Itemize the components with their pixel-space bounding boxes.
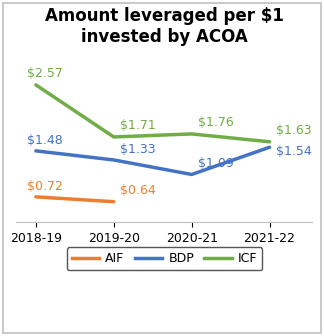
Text: $1.71: $1.71 [120,119,156,132]
Text: $0.64: $0.64 [120,184,156,198]
Text: $1.63: $1.63 [276,124,311,137]
Text: $1.48: $1.48 [27,134,62,146]
Text: $0.72: $0.72 [27,180,63,193]
Text: $1.09: $1.09 [198,157,234,170]
Text: $2.57: $2.57 [27,67,63,80]
Title: Amount leveraged per $1
invested by ACOA: Amount leveraged per $1 invested by ACOA [45,7,284,46]
Text: $1.76: $1.76 [198,116,234,129]
Text: $1.54: $1.54 [276,145,311,158]
Text: $1.33: $1.33 [120,143,156,156]
Legend: AIF, BDP, ICF: AIF, BDP, ICF [66,247,262,270]
